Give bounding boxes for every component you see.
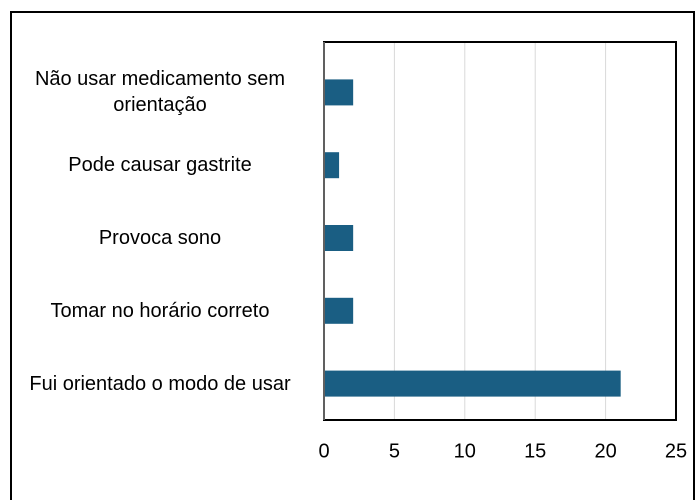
y-tick-label: Provoca sono (98, 227, 222, 249)
x-tick-label: 15 (524, 440, 546, 462)
y-tick-label: Pode causar gastrite (68, 154, 252, 177)
plot-frame (323, 41, 677, 421)
bar (325, 370, 621, 397)
x-tick-label: 5 (389, 440, 400, 462)
x-tick-label: 10 (454, 440, 476, 462)
bar (325, 152, 340, 179)
x-tick-label: 20 (594, 440, 616, 462)
bar (325, 297, 354, 324)
x-tick-label: 25 (665, 440, 687, 462)
chart-border (10, 11, 695, 500)
bar (325, 79, 354, 106)
y-tick-label: Fui orientado o modo de usar (29, 372, 291, 395)
bar (325, 225, 354, 251)
y-tick-label: Tomar no horário correto (50, 299, 270, 322)
x-tick-label: 0 (318, 440, 329, 462)
y-tick-label: Não usar medicamento sem orientação (34, 68, 286, 117)
